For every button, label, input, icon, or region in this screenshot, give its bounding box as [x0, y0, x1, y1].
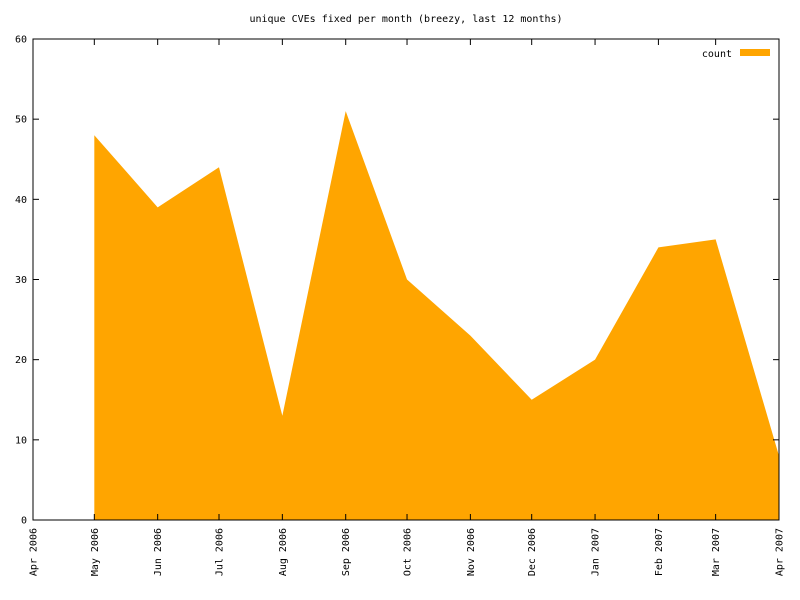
x-tick-label: Mar 2007: [711, 528, 722, 576]
y-tick-label: 60: [15, 35, 27, 46]
x-tick-label: Jul 2006: [214, 528, 225, 576]
y-tick-label: 50: [15, 115, 27, 126]
x-tick-label: Feb 2007: [654, 528, 665, 576]
chart-title: unique CVEs fixed per month (breezy, las…: [249, 14, 562, 25]
x-tick-label: Jun 2006: [153, 528, 164, 576]
legend-label: count: [702, 49, 732, 60]
y-tick-label: 40: [15, 195, 27, 206]
x-tick-label: May 2006: [90, 528, 101, 576]
x-tick-label: Jan 2007: [591, 528, 602, 576]
x-tick-label: Oct 2006: [403, 528, 414, 576]
x-tick-label: Apr 2006: [29, 528, 40, 576]
x-tick-label: Aug 2006: [278, 528, 289, 576]
y-tick-label: 20: [15, 355, 27, 366]
y-tick-label: 0: [21, 516, 27, 527]
y-tick-label: 10: [15, 435, 27, 446]
x-tick-label: Dec 2006: [527, 528, 538, 576]
area: [94, 111, 780, 521]
x-tick-label: Apr 2007: [775, 528, 786, 576]
x-tick-label: Sep 2006: [341, 528, 352, 576]
x-tick-label: Nov 2006: [466, 528, 477, 576]
y-tick-label: 30: [15, 275, 27, 286]
legend-swatch: [740, 49, 770, 56]
